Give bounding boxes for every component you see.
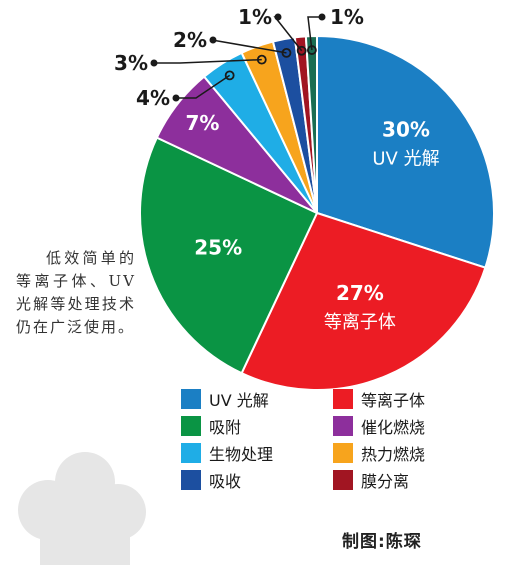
legend-label: 热力燃烧 bbox=[361, 445, 426, 464]
slice-category-label: 等离子体 bbox=[324, 312, 396, 333]
slice-value-label: 1% bbox=[238, 5, 272, 29]
legend-label: UV 光解 bbox=[209, 391, 269, 410]
slice-value-label: 2% bbox=[173, 28, 207, 52]
pie-slice-等离子体 bbox=[240, 211, 487, 391]
leader-anchor-marker bbox=[296, 45, 307, 56]
legend-swatch bbox=[333, 443, 353, 463]
leader-anchor-marker bbox=[281, 47, 292, 58]
leader-end-dot bbox=[274, 13, 282, 21]
legend-item: 吸收 bbox=[181, 469, 241, 491]
legend-item: 吸附 bbox=[181, 415, 241, 437]
legend-label: 生物处理 bbox=[209, 445, 274, 464]
leader-anchor-marker bbox=[256, 54, 267, 65]
pie-slice-吸附 bbox=[139, 136, 319, 375]
side-note-text: 低效简单的等离子体、UV光解等处理技术仍在广泛使用。 bbox=[16, 249, 136, 336]
leader-anchor-marker bbox=[224, 70, 235, 81]
slice-value-label: 3% bbox=[114, 51, 148, 75]
legend-swatch bbox=[333, 389, 353, 409]
legend-item: 生物处理 bbox=[181, 442, 273, 464]
legend-item: 热力燃烧 bbox=[333, 442, 425, 464]
slice-value-label: 7% bbox=[185, 111, 219, 135]
legend-label: 催化燃烧 bbox=[361, 418, 426, 437]
legend-swatch bbox=[333, 470, 353, 490]
slice-value-label: 25% bbox=[194, 236, 242, 260]
legend-swatch bbox=[181, 470, 201, 490]
slice-value-label: 4% bbox=[136, 86, 170, 110]
leader-line bbox=[176, 74, 231, 99]
legend-label: 吸收 bbox=[209, 472, 242, 491]
legend-item: UV 光解 bbox=[181, 388, 269, 410]
legend-swatch bbox=[333, 416, 353, 436]
leader-end-dot bbox=[150, 59, 158, 67]
leader-end-dot bbox=[318, 13, 326, 21]
slice-value-label: 27% bbox=[336, 281, 384, 305]
chart-credit: 制图:陈琛 bbox=[342, 532, 422, 552]
decorative-cloud-shape bbox=[0, 440, 170, 569]
slice-category-label: UV 光解 bbox=[372, 148, 439, 169]
legend-swatch bbox=[181, 416, 201, 436]
legend-item: 催化燃烧 bbox=[333, 415, 425, 437]
legend-swatch bbox=[181, 389, 201, 409]
leader-line bbox=[307, 16, 322, 51]
slice-value-label: 30% bbox=[382, 117, 430, 141]
pie-slice-UV光解 bbox=[316, 34, 495, 269]
legend-swatch bbox=[181, 443, 201, 463]
legend-label: 吸附 bbox=[209, 418, 242, 437]
leader-end-dot bbox=[172, 94, 180, 102]
legend-label: 等离子体 bbox=[361, 391, 426, 410]
leader-line bbox=[154, 58, 262, 64]
slice-value-label: 1% bbox=[330, 5, 364, 29]
legend-label: 膜分离 bbox=[361, 472, 410, 491]
leader-end-dot bbox=[209, 36, 217, 44]
legend-item: 等离子体 bbox=[333, 388, 425, 410]
leader-anchor-marker bbox=[306, 45, 317, 55]
pie-slice-slice-8 bbox=[304, 34, 318, 214]
legend-item: 膜分离 bbox=[333, 469, 409, 491]
